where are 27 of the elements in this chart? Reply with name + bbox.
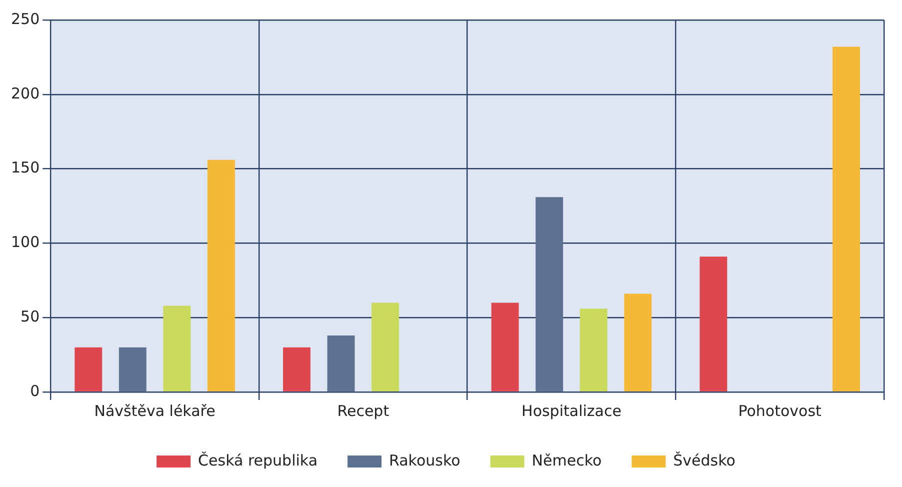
y-tick-label: 0 — [30, 382, 40, 400]
bar — [283, 347, 310, 392]
bar — [700, 256, 728, 392]
bar — [163, 306, 191, 392]
bar — [118, 347, 146, 392]
y-tick-label: 150 — [10, 158, 40, 177]
bar — [624, 294, 652, 392]
bar — [832, 46, 860, 392]
legend-label: Česká republika — [198, 451, 318, 470]
bar — [74, 347, 102, 392]
x-tick-label: Hospitalizace — [522, 402, 622, 420]
y-tick-label: 50 — [20, 307, 40, 326]
bar — [207, 160, 235, 392]
legend-label: Německo — [532, 451, 602, 470]
legend-label: Švédsko — [673, 451, 736, 470]
x-tick-label: Návštěva lékaře — [94, 402, 216, 420]
bar — [580, 308, 608, 392]
bar — [372, 302, 400, 392]
y-tick-label: 100 — [10, 233, 40, 252]
bar — [327, 335, 355, 392]
y-tick-label: 250 — [10, 10, 40, 28]
bar — [536, 197, 564, 392]
x-tick-label: Recept — [337, 402, 390, 420]
legend-label: Rakousko — [389, 451, 460, 470]
bar — [491, 302, 519, 392]
y-tick-label: 200 — [10, 84, 40, 102]
x-tick-label: Pohotovost — [738, 402, 822, 420]
